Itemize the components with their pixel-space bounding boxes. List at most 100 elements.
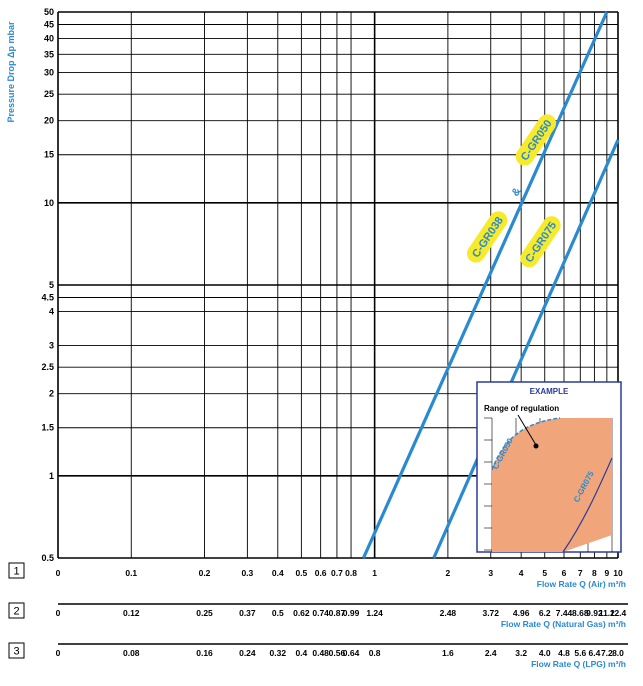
x-tick-label-1: 4 bbox=[519, 568, 524, 578]
y-tick-labels: 0.5 1 1.5 2 2.5 3 4 4.5 5 10 15 20 25 30 35 40 45 50 bbox=[41, 7, 54, 563]
axis-number: 3 bbox=[13, 646, 19, 658]
example-region bbox=[492, 418, 612, 552]
y-tick-label: 1.5 bbox=[41, 423, 54, 433]
x-tick-label-1: 6 bbox=[562, 568, 567, 578]
axis-number-frame bbox=[8, 602, 25, 619]
x-tick-label-1: 0.8 bbox=[345, 568, 357, 578]
x-tick-label-2: 0.87 bbox=[329, 608, 346, 618]
example-inset: EXAMPLE Range of regulation C-GR050 C-GR… bbox=[476, 381, 622, 553]
example-note: Range of regulation bbox=[484, 404, 559, 413]
x-tick-label-2: 0.12 bbox=[123, 608, 140, 618]
x-tick-label-3: 7.2 bbox=[601, 648, 613, 658]
x-tick-label-2: 4.96 bbox=[513, 608, 530, 618]
y-tick-label: 35 bbox=[44, 49, 54, 59]
axis-number-box-1: 1 bbox=[8, 562, 25, 579]
x-tick-label-3: 5.6 bbox=[574, 648, 586, 658]
x-tick-label-1: 0 bbox=[56, 568, 61, 578]
x-tick-label-1: 0.1 bbox=[125, 568, 137, 578]
y-tick-label: 1 bbox=[49, 471, 54, 481]
y-tick-label: 3 bbox=[49, 341, 54, 351]
x-tick-label-2: 12.4 bbox=[610, 608, 627, 618]
x-tick-label-1: 2 bbox=[446, 568, 451, 578]
axis-number-frame bbox=[8, 642, 25, 659]
y-tick-label: 2 bbox=[49, 389, 54, 399]
x-tick-label-2: 0 bbox=[56, 608, 61, 618]
y-tick-label: 4 bbox=[49, 306, 54, 316]
x-tick-label-2: 0.99 bbox=[343, 608, 360, 618]
axis-number-box-2: 2 bbox=[8, 602, 25, 619]
axis-number: 1 bbox=[13, 566, 19, 578]
series-label: C-GR050 bbox=[515, 114, 557, 166]
y-tick-label: 30 bbox=[44, 68, 54, 78]
x-tick-label-3: 0.24 bbox=[239, 648, 256, 658]
x-tick-label-1: 5 bbox=[542, 568, 547, 578]
series-labels: C-GR038& C-GR050 C-GR075 bbox=[466, 114, 561, 268]
y-tick-label: 10 bbox=[44, 198, 54, 208]
x-tick-label-1: 3 bbox=[488, 568, 493, 578]
x-tick-label-2: 9.92 bbox=[586, 608, 603, 618]
series-label: C-GR075 bbox=[520, 216, 561, 268]
y-tick-label: 50 bbox=[44, 7, 54, 17]
x-tick-label-3: 3.2 bbox=[515, 648, 527, 658]
x-tick-label-3: 0.16 bbox=[196, 648, 213, 658]
series-line-2 bbox=[432, 139, 620, 559]
x-axis-label-3: Flow Rate Q (LPG) m³/h bbox=[531, 659, 626, 669]
x-tick-label-1: 9 bbox=[604, 568, 609, 578]
x-tick-label-3: 4.8 bbox=[558, 648, 570, 658]
axis-number-frame bbox=[8, 562, 25, 579]
x-tick-label-3: 0.32 bbox=[270, 648, 287, 658]
y-axis-label: Pressure Drop Δp mbar bbox=[6, 21, 16, 122]
series-line-1 bbox=[362, 11, 609, 559]
x-tick-label-3: 4.0 bbox=[539, 648, 551, 658]
x-axis-label-2: Flow Rate Q (Natural Gas) m³/h bbox=[501, 619, 626, 629]
x-tick-label-1: 10 bbox=[613, 568, 623, 578]
x-tick-label-1: 1 bbox=[372, 568, 377, 578]
axis-number-box-3: 3 bbox=[8, 642, 25, 659]
x-tick-label-1: 0.6 bbox=[315, 568, 327, 578]
x-tick-label-2: 1.24 bbox=[366, 608, 383, 618]
x-tick-label-3: 0.64 bbox=[343, 648, 360, 658]
x-tick-label-1: 0.5 bbox=[295, 568, 307, 578]
x-tick-label-2: 8.68 bbox=[572, 608, 589, 618]
example-upper-boundary bbox=[491, 417, 561, 471]
series-label: C-GR038 bbox=[466, 211, 508, 263]
x-tick-label-2: 0.62 bbox=[293, 608, 310, 618]
x-tick-label-3: 0.48 bbox=[312, 648, 329, 658]
x-tick-label-3: 8.0 bbox=[612, 648, 624, 658]
x-tick-label-1: 0.7 bbox=[331, 568, 343, 578]
x-tick-label-3: 1.6 bbox=[442, 648, 454, 658]
example-pointer bbox=[517, 414, 537, 446]
axis-number: 2 bbox=[13, 606, 19, 618]
series-label-bg bbox=[520, 216, 561, 268]
x-tick-label-3: 6.4 bbox=[589, 648, 601, 658]
x-tick-label-3: 0.08 bbox=[123, 648, 140, 658]
x-axis-label-1: Flow Rate Q (Air) m³/h bbox=[537, 579, 626, 589]
example-pointer-dot bbox=[533, 443, 539, 449]
x-tick-label-2: 11.2 bbox=[599, 608, 615, 618]
y-tick-label: 4.5 bbox=[41, 292, 54, 302]
x-tick-label-1: 8 bbox=[592, 568, 597, 578]
series-label: & bbox=[509, 185, 523, 198]
x-tick-label-2: 2.48 bbox=[440, 608, 457, 618]
x-tick-label-1: 7 bbox=[578, 568, 583, 578]
y-tick-label: 45 bbox=[44, 19, 54, 29]
x-tick-label-1: 0.2 bbox=[199, 568, 211, 578]
x-tick-label-2: 0.74 bbox=[312, 608, 329, 618]
series-label-bg bbox=[466, 211, 508, 263]
x-tick-label-3: 2.4 bbox=[485, 648, 497, 658]
x-axes: 1 0 0.1 0.2 0.3 0.4 0.5 0.6 0.7 0.8 1 2 3 4 5 6 7 8 9 10Flo… bbox=[8, 562, 628, 669]
x-tick-label-2: 0.25 bbox=[196, 608, 213, 618]
x-tick-label-1: 0.4 bbox=[272, 568, 284, 578]
y-tick-label: 20 bbox=[44, 116, 54, 126]
y-tick-label: 0.5 bbox=[41, 553, 54, 563]
series-label-bg bbox=[515, 114, 557, 166]
x-tick-label-2: 3.72 bbox=[482, 608, 499, 618]
x-tick-label-2: 0.37 bbox=[239, 608, 256, 618]
x-tick-label-1: 0.3 bbox=[241, 568, 253, 578]
y-tick-label: 2.5 bbox=[41, 362, 54, 372]
x-tick-label-3: 0.8 bbox=[369, 648, 381, 658]
y-tick-label: 15 bbox=[44, 150, 54, 160]
x-tick-label-3: 0.4 bbox=[295, 648, 307, 658]
